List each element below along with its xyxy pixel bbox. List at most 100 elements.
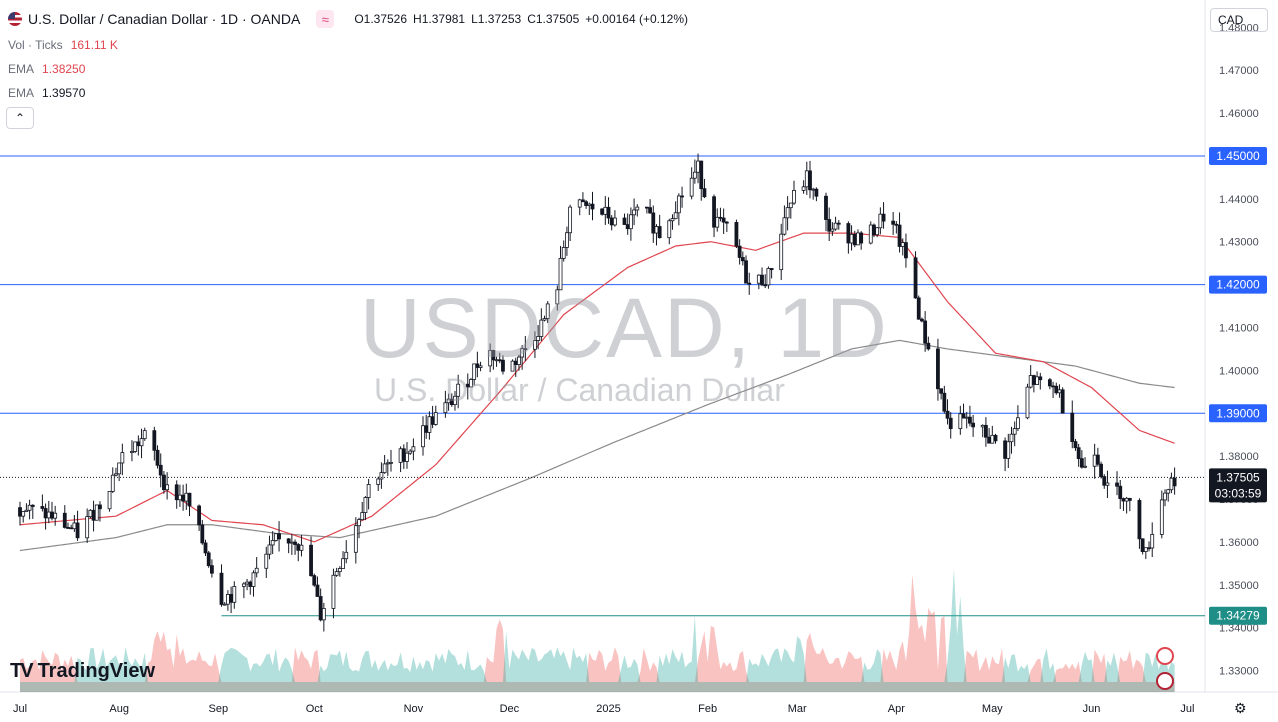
candle: [1121, 497, 1126, 511]
candle: [270, 531, 275, 555]
candle: [830, 222, 835, 236]
candle: [584, 199, 589, 209]
candle: [424, 414, 429, 439]
candle: [197, 504, 202, 531]
volume-legend[interactable]: Vol · Ticks 161.11 K: [8, 38, 118, 52]
candle: [961, 403, 966, 419]
candle: [520, 345, 525, 370]
candle: [1092, 443, 1097, 479]
candle: [699, 160, 704, 201]
candle: [152, 426, 157, 461]
candle: [219, 564, 224, 607]
high-value: 1.37981: [421, 12, 466, 26]
candle: [673, 201, 678, 220]
compare-symbol-icon[interactable]: ≈: [316, 10, 335, 28]
candle: [1047, 377, 1052, 390]
open-value: 1.37526: [363, 12, 408, 26]
candle: [718, 207, 723, 222]
candle: [1015, 405, 1020, 432]
candle: [110, 467, 115, 493]
candle: [1150, 522, 1155, 558]
tradingview-wordmark: TradingView: [37, 660, 156, 682]
candle: [1172, 467, 1177, 495]
candle: [24, 503, 29, 512]
candle: [1083, 457, 1087, 469]
currency-selector[interactable]: CAD: [1210, 8, 1268, 32]
candle: [46, 500, 51, 524]
candle: [62, 505, 67, 529]
candle: [69, 524, 74, 530]
candle: [1057, 384, 1062, 398]
candle: [248, 580, 253, 595]
collapse-legend-button[interactable]: ⌃: [6, 107, 34, 129]
candle: [94, 504, 99, 521]
us-event-flag-icon[interactable]: [1156, 672, 1174, 690]
ema-fast-legend[interactable]: EMA 1.38250: [8, 62, 85, 76]
candle: [225, 590, 230, 611]
price-tick-label: 1.43000: [1219, 237, 1259, 249]
candle: [1035, 371, 1039, 385]
candle: [299, 534, 304, 557]
settings-gear-icon[interactable]: ⚙: [1234, 700, 1247, 716]
candle: [628, 207, 633, 241]
time-tick-label: Oct: [306, 703, 323, 715]
time-tick-label: Jul: [1180, 703, 1194, 715]
level-price-tag: [1209, 275, 1267, 294]
candle: [178, 484, 182, 507]
candle: [40, 494, 45, 512]
candle: [430, 405, 435, 429]
time-tick-label: Mar: [788, 703, 807, 715]
candle: [734, 219, 739, 249]
time-tick-label: Sep: [209, 703, 229, 715]
candle: [603, 196, 608, 225]
candle: [85, 508, 90, 543]
time-tick-label: 2025: [596, 703, 620, 715]
candle: [1140, 538, 1145, 555]
candle: [18, 501, 22, 526]
candle: [443, 390, 448, 418]
ema-slow-legend[interactable]: EMA 1.39570: [8, 86, 85, 100]
candle: [836, 220, 841, 230]
canada-event-flag-icon[interactable]: [1156, 647, 1174, 665]
candle: [344, 540, 349, 564]
price-tick-label: 1.47000: [1219, 65, 1259, 77]
candle: [1147, 541, 1151, 552]
candle: [920, 317, 924, 323]
candle: [651, 205, 656, 243]
candle: [30, 504, 35, 519]
candle: [833, 216, 838, 231]
candle: [389, 449, 393, 472]
candle: [334, 567, 339, 577]
level-price-tag-label: 1.34279: [1216, 609, 1260, 623]
candle: [632, 198, 636, 226]
candle: [27, 499, 32, 520]
candle: [66, 522, 70, 529]
candle: [654, 224, 659, 246]
candle: [568, 204, 573, 242]
candle: [692, 159, 697, 184]
candle: [558, 245, 563, 291]
tradingview-logo[interactable]: TV TradingView: [10, 660, 155, 683]
candle: [785, 196, 790, 231]
candle: [72, 514, 77, 532]
candle: [133, 441, 138, 454]
candle: [363, 496, 368, 521]
candle: [808, 160, 812, 199]
price-tick-label: 1.35000: [1219, 580, 1259, 592]
candle: [331, 568, 336, 619]
price-tick-label: 1.44000: [1219, 194, 1259, 206]
candle: [721, 208, 726, 234]
symbol-title[interactable]: U.S. Dollar / Canadian Dollar · 1D · OAN…: [28, 11, 301, 27]
candle: [868, 221, 873, 245]
candle: [1003, 437, 1007, 472]
candle: [606, 197, 611, 224]
candle: [984, 417, 988, 447]
candle: [433, 405, 438, 426]
candle: [1163, 489, 1167, 507]
time-tick-label: Apr: [888, 703, 905, 715]
ema-fast-line: [19, 232, 1175, 543]
candle: [737, 239, 742, 265]
candle: [472, 363, 477, 386]
candle: [561, 240, 566, 262]
